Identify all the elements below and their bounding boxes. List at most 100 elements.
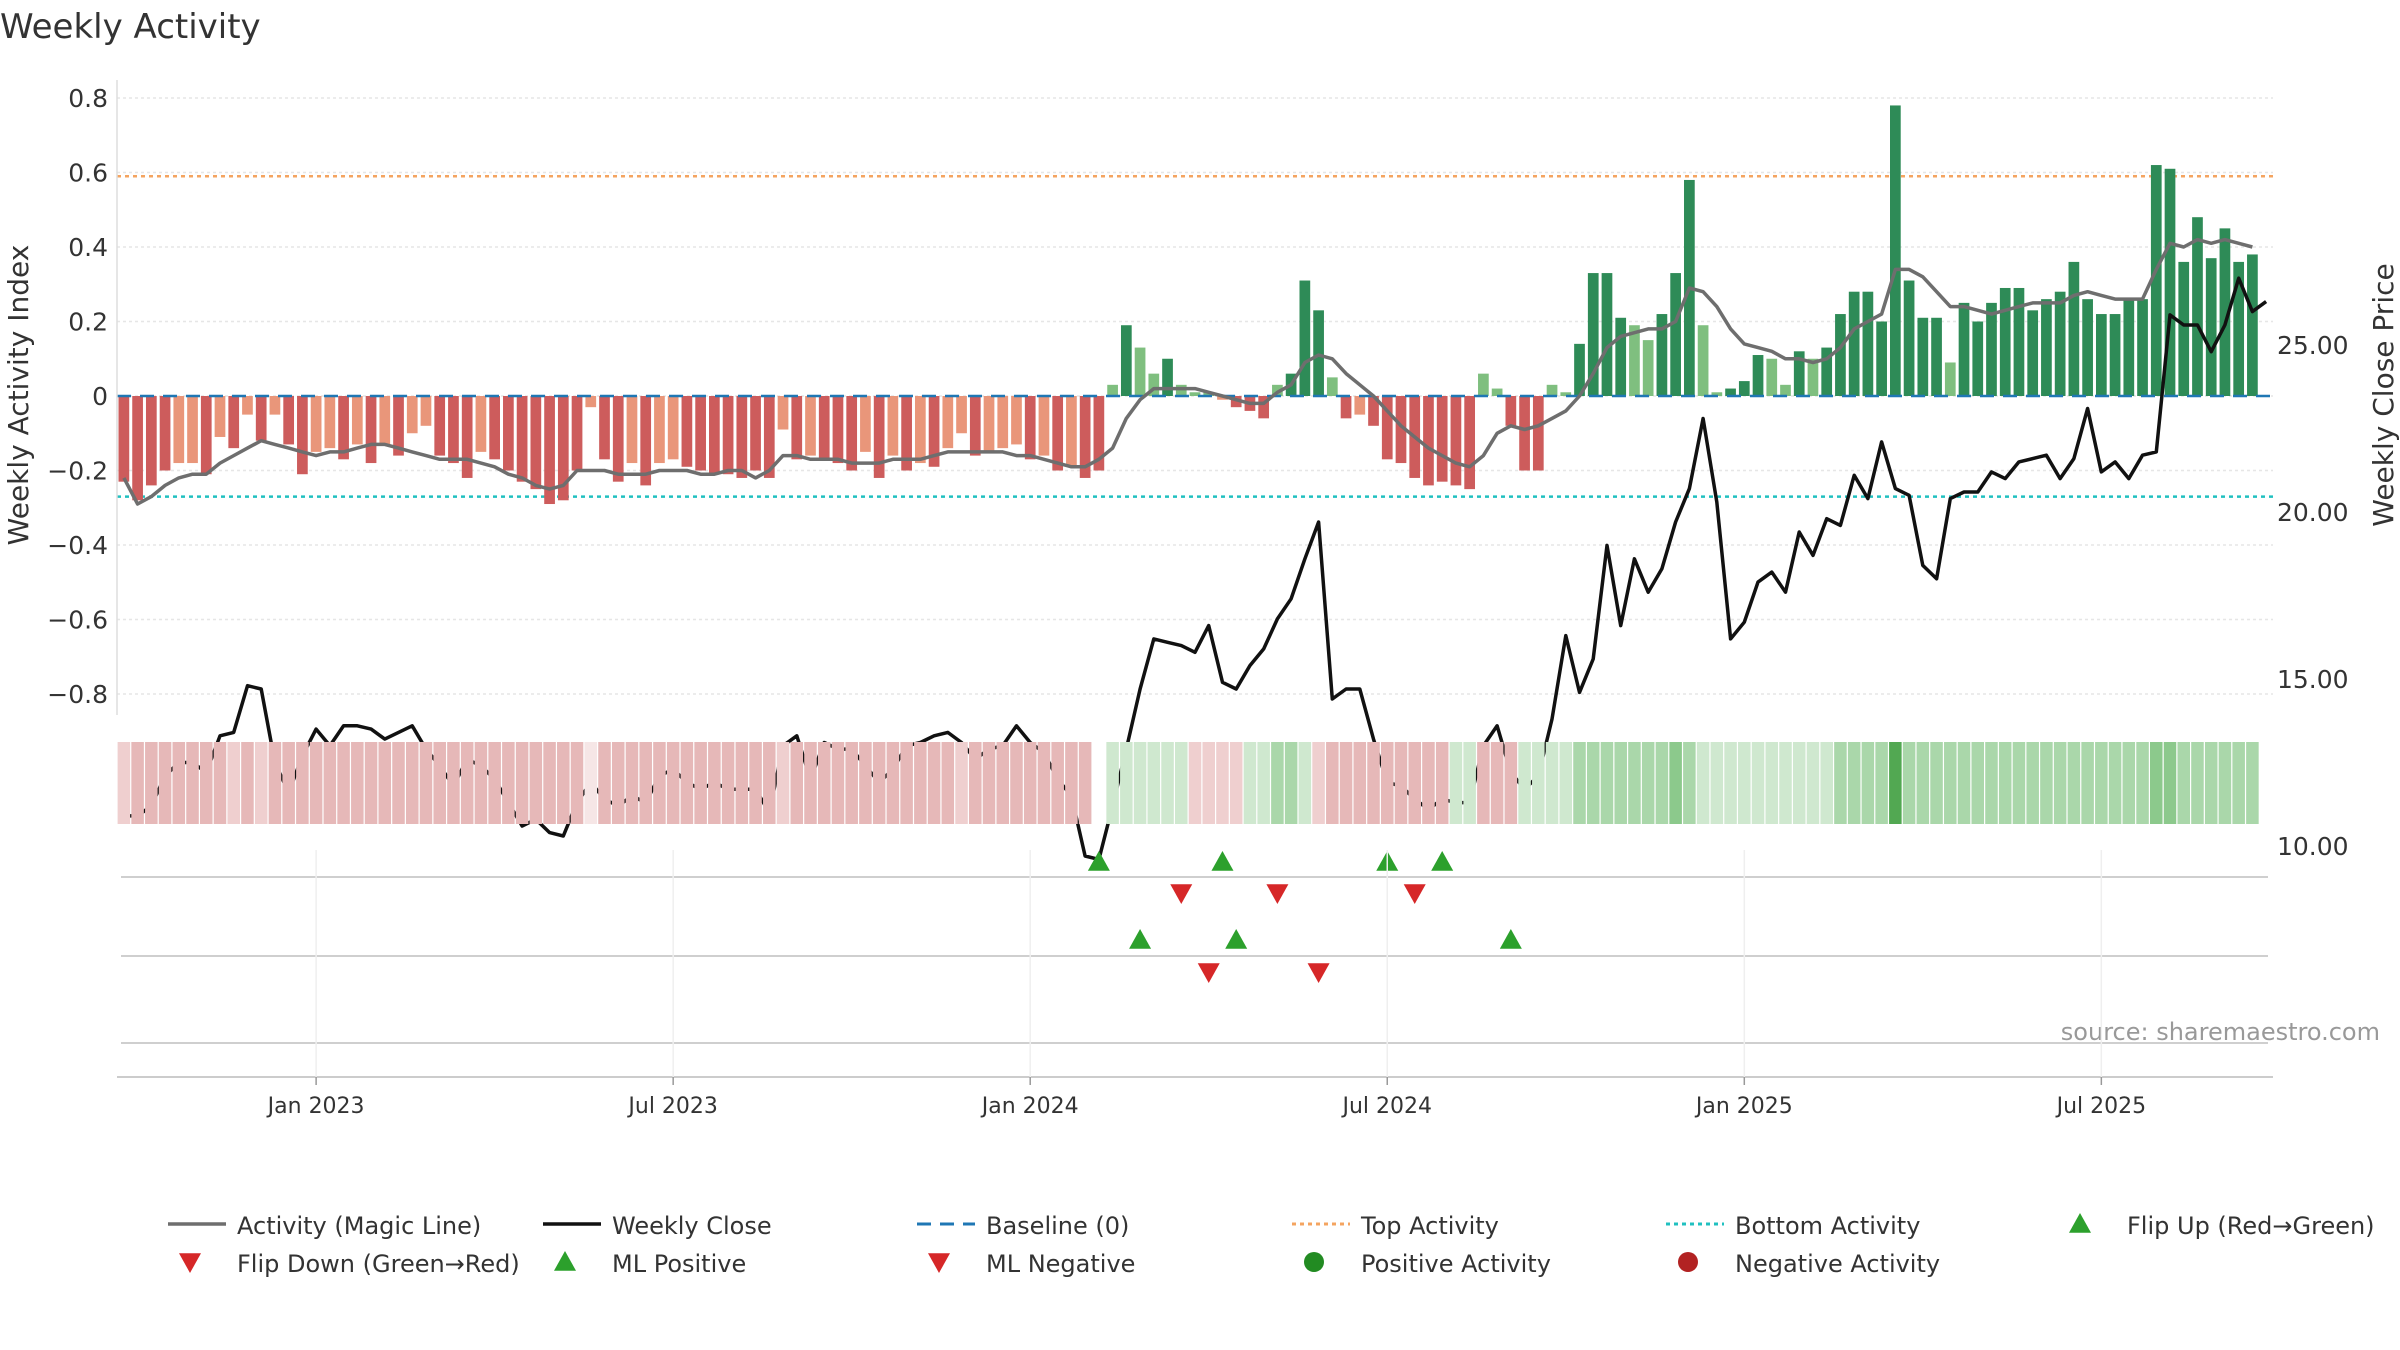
- activity-bar-positive: [1203, 392, 1215, 396]
- strength-strip-cell: [1916, 742, 1930, 824]
- flip-down-marker: [1403, 884, 1426, 904]
- activity-bar-positive: [1491, 388, 1503, 396]
- strength-strip-cell: [1875, 742, 1888, 824]
- strength-strip-cell: [1449, 742, 1463, 824]
- strength-strip-cell: [1380, 742, 1394, 824]
- activity-bar-negative: [1011, 396, 1022, 445]
- y-tick-label: −0.6: [47, 606, 108, 635]
- y-tick-label: 0.2: [68, 308, 108, 337]
- strength-strip-cell: [1257, 742, 1270, 824]
- strength-strip-cell: [1435, 742, 1449, 824]
- activity-bar-negative: [640, 396, 652, 486]
- activity-bar-positive: [1560, 392, 1572, 396]
- strength-strip-cell: [927, 742, 941, 824]
- strength-strip-cell: [1188, 742, 1202, 824]
- strength-strip-cell: [2095, 742, 2108, 824]
- strength-strip-cell: [1628, 742, 1641, 824]
- activity-bar-negative: [145, 396, 157, 486]
- flip-up-marker: [1087, 851, 1110, 871]
- strength-strip-cell: [1902, 742, 1916, 824]
- strength-strip-cell: [1051, 742, 1064, 824]
- strength-strip-cell: [1229, 742, 1243, 824]
- activity-bar-positive: [2150, 165, 2162, 396]
- activity-bar-positive: [1835, 314, 1846, 396]
- strength-strip-cell: [1806, 742, 1820, 824]
- strength-strip-cell: [1545, 742, 1559, 824]
- strength-strip-cell: [447, 742, 460, 824]
- strength-strip-cell: [2122, 742, 2136, 824]
- strength-strip-cell: [296, 742, 309, 824]
- strength-strip-cell: [268, 742, 282, 824]
- strength-strip-cell: [1600, 742, 1614, 824]
- activity-bar-positive: [2247, 254, 2258, 396]
- strength-strip-cell: [653, 742, 666, 824]
- strength-strip-cell: [570, 742, 584, 824]
- activity-bar-negative: [187, 396, 198, 464]
- strength-strip-cell: [721, 742, 735, 824]
- activity-bar-positive: [2068, 261, 2080, 396]
- legend-swatch: [1678, 1252, 1698, 1272]
- strength-strip-cell: [2040, 742, 2053, 824]
- y-tick-label: −0.2: [47, 457, 108, 486]
- activity-bar-positive: [1629, 325, 1640, 396]
- activity-bar-positive: [1931, 317, 1942, 396]
- y-tick-label: 0.6: [68, 159, 108, 188]
- legend-label: Negative Activity: [1735, 1250, 1940, 1278]
- strength-strip-cell: [392, 742, 405, 824]
- activity-bar-negative: [626, 396, 638, 464]
- activity-bar-negative: [585, 396, 597, 408]
- y2-tick-label: 25.00: [2277, 331, 2349, 360]
- activity-bar-positive: [1189, 392, 1201, 396]
- activity-bar-positive: [1972, 321, 1984, 396]
- activity-bar-negative: [805, 396, 816, 456]
- strength-strip-cell: [1284, 742, 1298, 824]
- strength-strip-cell: [1532, 742, 1545, 824]
- strength-strip-cell: [1326, 742, 1339, 824]
- activity-bar-negative: [530, 396, 542, 490]
- strength-strip-cell: [1353, 742, 1367, 824]
- strength-strip-cell: [790, 742, 804, 824]
- strength-strip-cell: [1271, 742, 1284, 824]
- strength-strip-cell: [2163, 742, 2177, 824]
- strength-strip-cell: [1573, 742, 1586, 824]
- activity-bar-negative: [612, 396, 624, 482]
- y-tick-label: −0.4: [47, 531, 108, 560]
- activity-bar-negative: [942, 396, 954, 449]
- strength-strip-cell: [639, 742, 652, 824]
- activity-bar-positive: [2013, 287, 2025, 396]
- activity-bar-negative: [1354, 396, 1366, 415]
- legend-item-bottom-activity: Bottom Activity: [1666, 1212, 1920, 1240]
- x-tick-label: Jan 2024: [980, 1094, 1079, 1119]
- activity-bar-negative: [709, 396, 720, 475]
- magic-line-series: [122, 237, 2253, 506]
- activity-bar-positive: [2109, 314, 2121, 396]
- activity-bar-negative: [1450, 396, 1462, 486]
- strength-strip-cell: [351, 742, 364, 824]
- strength-strip-cell: [955, 742, 968, 824]
- strength-strip-cell: [941, 742, 955, 824]
- activity-bar-negative: [228, 396, 240, 449]
- y-tick-label: 0.8: [68, 84, 108, 113]
- flip-up-marker: [1211, 851, 1234, 871]
- activity-bar-negative: [283, 396, 295, 445]
- activity-bar-positive: [1821, 347, 1833, 396]
- strength-strip-cell: [1312, 742, 1325, 824]
- activity-bar-negative: [750, 396, 761, 471]
- activity-bar-positive: [1134, 347, 1146, 396]
- activity-bar-positive: [1642, 340, 1654, 396]
- activity-bar-positive: [2054, 291, 2066, 396]
- activity-bar-negative: [818, 396, 830, 460]
- legend-item-flip-down: Flip Down (Green→Red): [179, 1250, 520, 1278]
- activity-bar-negative: [297, 396, 308, 475]
- activity-bar-negative: [667, 396, 679, 460]
- activity-bar-positive: [1958, 302, 1970, 396]
- strength-strip-cell: [254, 742, 268, 824]
- activity-bar-positive: [1670, 273, 1681, 396]
- strength-strip-cell: [1298, 742, 1312, 824]
- legend-item-ml-negative: ML Negative: [928, 1250, 1135, 1278]
- activity-bar-negative: [1052, 396, 1064, 471]
- strength-strip-cell: [2191, 742, 2204, 824]
- strength-strip-cell: [1724, 742, 1737, 824]
- activity-bar-positive: [2178, 261, 2190, 396]
